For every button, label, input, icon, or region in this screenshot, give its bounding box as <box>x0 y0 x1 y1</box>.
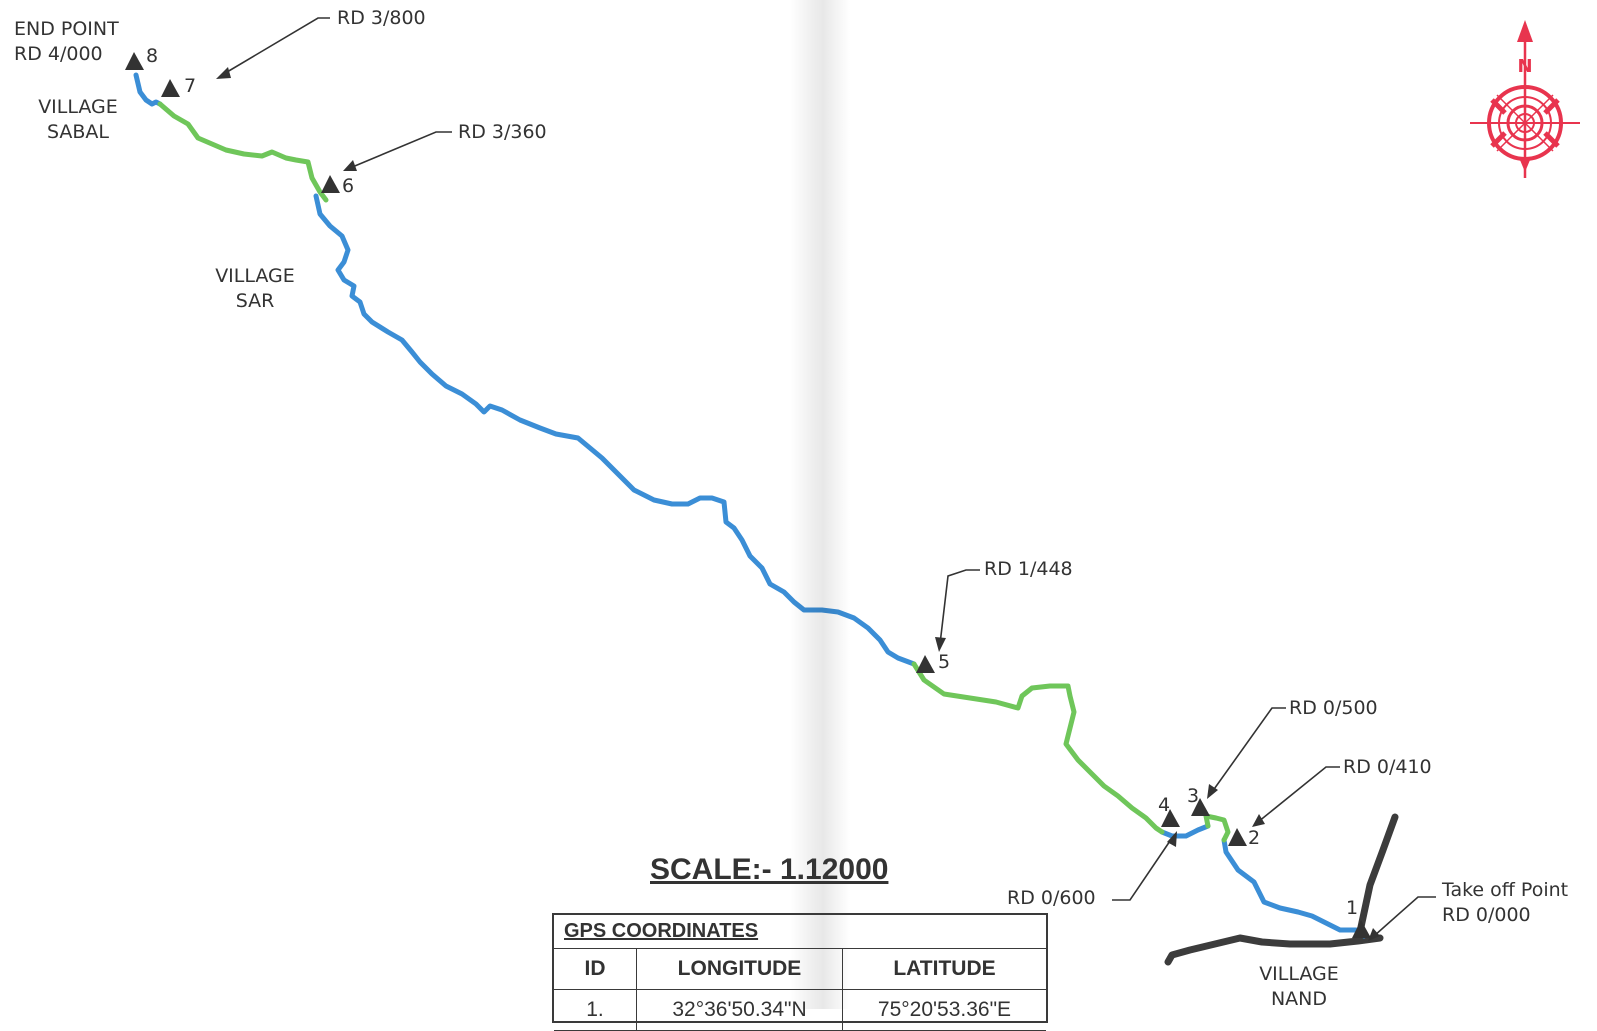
leader-arrowhead <box>216 67 231 79</box>
leader-arrowhead <box>935 637 946 652</box>
point-number-5: 5 <box>938 651 951 673</box>
leader-line-rd-3-360 <box>349 131 452 169</box>
leader-arrowhead <box>1368 928 1380 941</box>
route-segment-blue-mid <box>1159 823 1211 839</box>
village-sabal-label: VILLAGE SABAL <box>38 96 118 143</box>
leader-line-rd-0-600 <box>1112 837 1173 901</box>
route-segment-green-mid <box>911 661 1165 835</box>
end-point-caption: END POINT <box>14 18 119 40</box>
point-number-7: 7 <box>184 75 197 97</box>
leader-arrowhead <box>1252 814 1265 827</box>
take-off-point-caption: Take off Point <box>1442 879 1569 901</box>
scale-label: SCALE:- 1.12000 <box>650 853 889 886</box>
rd-label-point-2: RD 0/410 <box>1343 756 1432 778</box>
route-segment-blue-top <box>133 72 163 107</box>
gps-coordinates-table: GPS COORDINATES ID LONGITUDE LATITUDE 1.… <box>552 913 1048 1031</box>
leader-line-rd-0-500 <box>1211 707 1286 793</box>
point-marker-5 <box>916 655 935 673</box>
gps-header-longitude: LONGITUDE <box>636 949 843 990</box>
compass-rose-icon <box>1470 20 1580 178</box>
rd-label-point-8: RD 4/000 <box>14 43 103 65</box>
gps-cell-longitude: 32°36'50.34"N <box>636 989 843 1031</box>
route-segment-green-short <box>1203 813 1231 843</box>
point-number-1: 1 <box>1346 897 1359 919</box>
rd-label-point-5: RD 1/448 <box>984 558 1073 580</box>
point-marker-8 <box>125 52 144 70</box>
point-number-3: 3 <box>1187 785 1200 807</box>
gps-cell-id: 1. <box>554 989 637 1031</box>
leader-line-rd-1-448 <box>939 569 980 645</box>
village-sar-label: VILLAGE SAR <box>215 265 295 312</box>
point-number-8: 8 <box>146 45 159 67</box>
table-row: 1. 32°36'50.34"N 75°20'53.36"E <box>554 989 1046 1031</box>
gps-table-header-row: ID LONGITUDE LATITUDE <box>554 949 1046 990</box>
point-number-2: 2 <box>1248 827 1261 849</box>
leader-line-rd-0-410 <box>1257 766 1340 823</box>
leader-arrowhead <box>343 160 357 171</box>
point-marker-3 <box>1191 798 1210 816</box>
leader-line-rd-0-000 <box>1373 896 1436 937</box>
gps-cell-latitude: 75°20'53.36"E <box>841 989 1046 1031</box>
compass-north-label: N <box>1517 56 1532 77</box>
point-marker-1 <box>1352 920 1371 938</box>
leader-arrowhead <box>1167 831 1177 847</box>
leader-arrowhead <box>1207 784 1218 799</box>
leader-line-rd-3-800 <box>221 17 330 76</box>
route-segment-blue-main <box>313 193 917 667</box>
village-nand-label: VILLAGE NAND <box>1259 963 1339 1010</box>
point-marker-4 <box>1161 809 1180 827</box>
rd-label-point-3: RD 0/500 <box>1289 697 1378 719</box>
point-number-6: 6 <box>342 175 355 197</box>
route-segment-blue-bottom <box>1221 837 1367 939</box>
gps-header-latitude: LATITUDE <box>841 949 1046 990</box>
rd-label-point-7: RD 3/800 <box>337 7 426 29</box>
point-marker-2 <box>1228 828 1247 846</box>
gps-table-title: GPS COORDINATES <box>554 915 1046 949</box>
gps-header-id: ID <box>554 949 637 990</box>
point-marker-7 <box>161 79 180 97</box>
point-number-4: 4 <box>1158 794 1171 816</box>
route-segment-green-top <box>157 101 329 203</box>
route-map: N <box>125 17 1580 966</box>
point-marker-6 <box>321 175 340 193</box>
rd-label-point-6: RD 3/360 <box>458 121 547 143</box>
rd-label-point-1: RD 0/000 <box>1442 904 1531 926</box>
rd-label-point-4: RD 0/600 <box>1007 887 1096 909</box>
road-line <box>1164 813 1399 966</box>
